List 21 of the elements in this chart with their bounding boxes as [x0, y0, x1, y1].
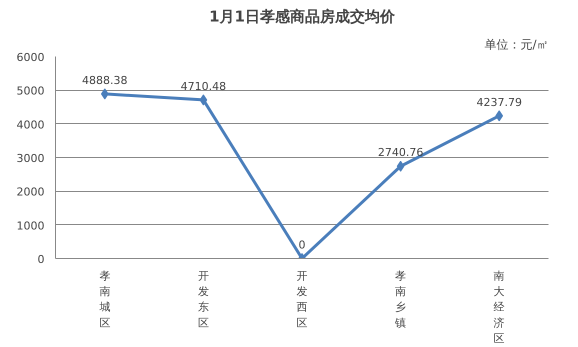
- x-tick-label: 孝南乡镇: [394, 270, 406, 330]
- data-label: 4237.79: [476, 96, 522, 109]
- y-tick-label: 4000: [16, 118, 45, 132]
- text: 单位：元/㎡: [484, 38, 549, 52]
- chart-title: 1月1日孝感商品房成交均价: [209, 8, 396, 26]
- y-tick-label: 2000: [16, 186, 45, 199]
- data-label: 4888.38: [82, 74, 128, 87]
- data-label: 4710.48: [180, 80, 226, 93]
- x-tick-label: 南大经济区: [494, 270, 505, 345]
- y-tick-label: 1000: [16, 219, 45, 232]
- y-tick-label: 6000: [16, 51, 45, 64]
- y-tick-label: 5000: [16, 84, 45, 98]
- point: [100, 88, 109, 100]
- point: [495, 110, 504, 122]
- x-tick-label: 开发西区: [296, 270, 308, 330]
- x-tick-label: 开发东区: [198, 270, 209, 330]
- x-tick-label: 孝南城区: [98, 270, 110, 330]
- data-label: 0: [298, 238, 306, 252]
- y-tick-label: 3000: [16, 152, 45, 165]
- data-label: 2740.76: [378, 146, 424, 160]
- y-tick-label: 0: [38, 253, 44, 266]
